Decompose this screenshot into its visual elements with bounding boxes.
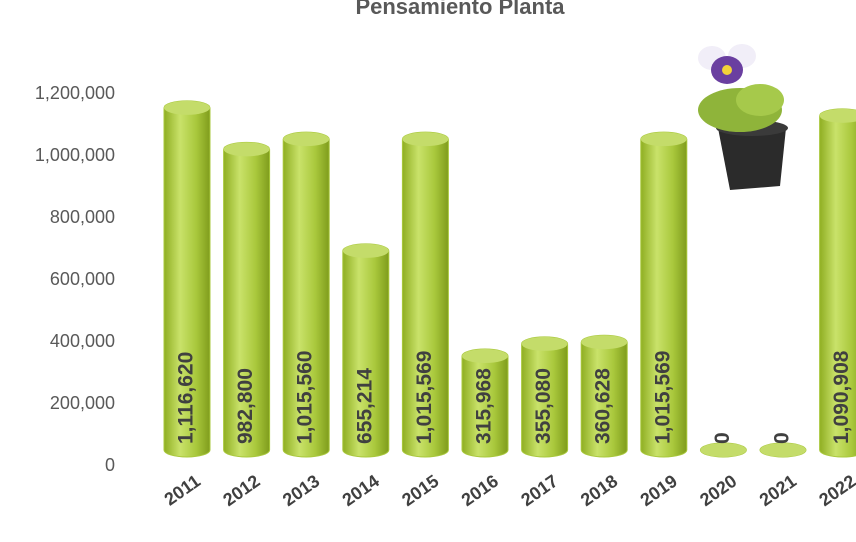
x-tick-label: 2014 bbox=[339, 471, 383, 510]
value-label: 982,800 bbox=[234, 368, 257, 444]
bar-cap bbox=[700, 443, 747, 457]
x-tick-label: 2019 bbox=[637, 471, 681, 510]
x-tick-label: 2012 bbox=[219, 471, 263, 510]
bar-cap bbox=[760, 443, 806, 457]
value-label: 0 bbox=[771, 432, 794, 444]
y-tick-label: 1,200,000 bbox=[35, 83, 115, 103]
value-label: 360,628 bbox=[592, 368, 615, 444]
y-tick-label: 200,000 bbox=[50, 393, 115, 413]
value-label: 1,015,560 bbox=[294, 351, 317, 444]
value-label: 0 bbox=[711, 432, 734, 444]
bar-cap bbox=[819, 108, 856, 123]
bar-cap bbox=[581, 335, 628, 350]
flower-pot-image bbox=[698, 44, 788, 190]
y-tick-label: 0 bbox=[105, 455, 115, 475]
y-tick-label: 600,000 bbox=[50, 269, 115, 289]
bar-cap bbox=[164, 100, 210, 115]
y-tick-label: 400,000 bbox=[50, 331, 115, 351]
x-tick-label: 2016 bbox=[458, 471, 502, 510]
bar-cap bbox=[342, 243, 389, 258]
bar-cap bbox=[462, 349, 508, 364]
bar-cap bbox=[402, 132, 449, 147]
value-label: 1,015,569 bbox=[413, 351, 436, 444]
bar-cap bbox=[640, 132, 687, 147]
x-tick-label: 2020 bbox=[696, 471, 740, 510]
value-label: 655,214 bbox=[353, 368, 376, 444]
bar-cap bbox=[521, 336, 568, 351]
x-tick-label: 2015 bbox=[398, 471, 442, 510]
chart-title: Pensamiento Planta bbox=[355, 0, 565, 19]
x-tick-label: 2021 bbox=[756, 471, 800, 510]
x-tick-label: 2013 bbox=[279, 471, 323, 510]
value-label: 355,080 bbox=[532, 368, 555, 444]
x-tick-label: 2022 bbox=[815, 471, 856, 510]
value-label: 315,968 bbox=[473, 368, 496, 444]
value-label: 1,090,908 bbox=[830, 350, 853, 444]
x-tick-label: 2011 bbox=[161, 471, 204, 510]
value-label: 1,015,569 bbox=[651, 351, 674, 444]
x-tick-label: 2018 bbox=[577, 471, 621, 510]
y-tick-label: 800,000 bbox=[50, 207, 115, 227]
y-tick-label: 1,000,000 bbox=[35, 145, 115, 165]
value-label: 1,116,620 bbox=[175, 352, 198, 444]
x-tick-label: 2017 bbox=[517, 471, 561, 510]
bar-cap bbox=[223, 142, 270, 157]
bar-cap bbox=[283, 132, 330, 147]
